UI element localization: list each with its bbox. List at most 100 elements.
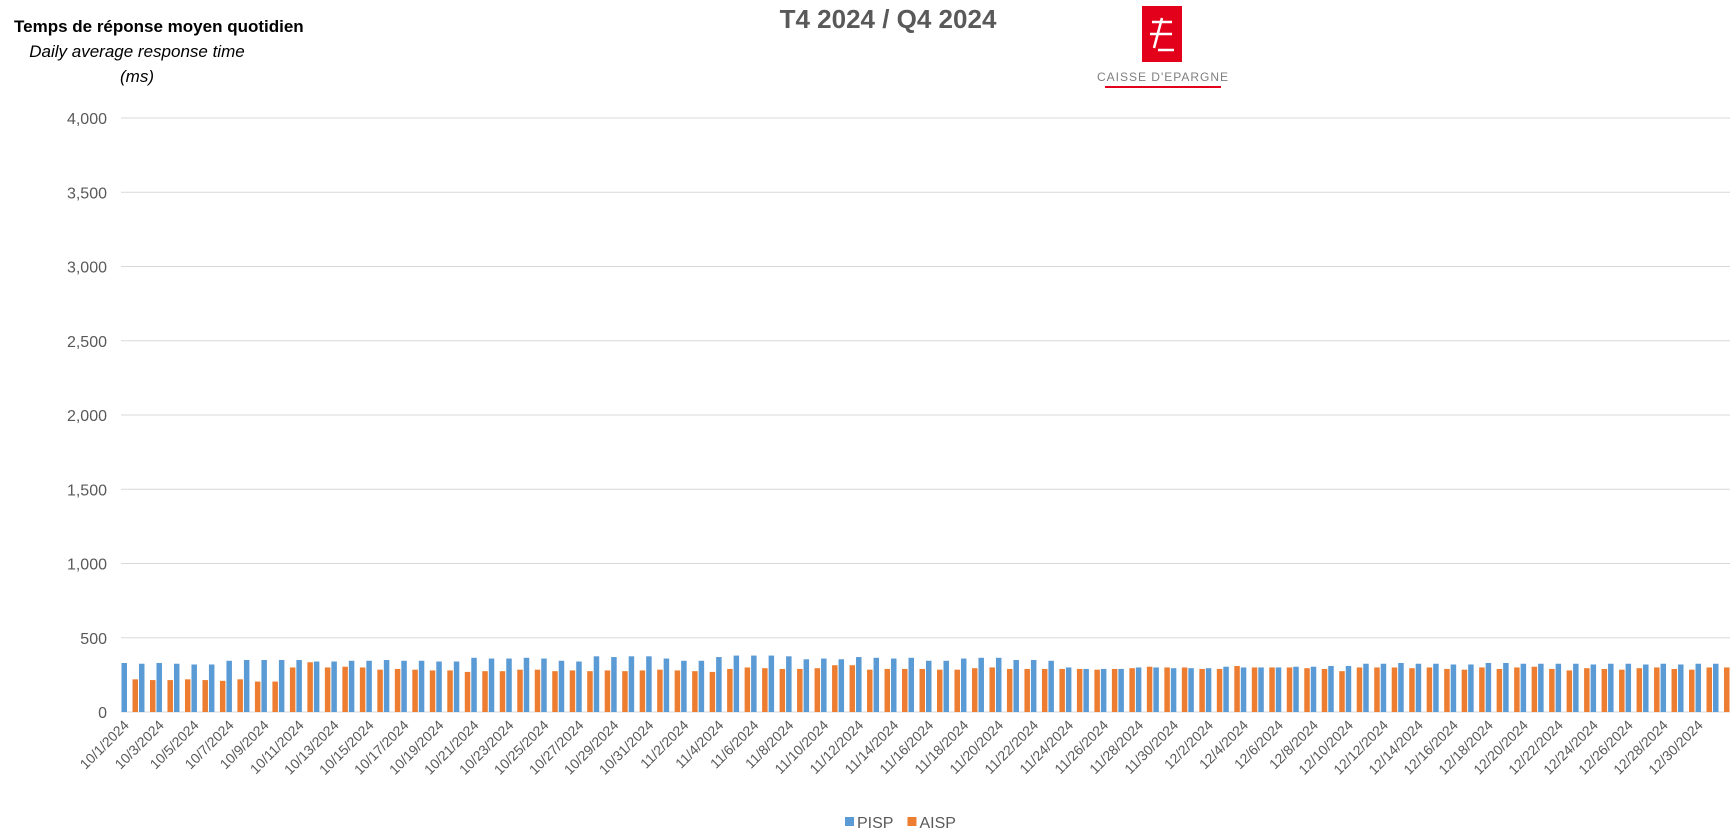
y-tick-label: 4,000 bbox=[67, 111, 107, 128]
bar bbox=[383, 660, 390, 712]
bar bbox=[954, 669, 960, 712]
bar bbox=[331, 661, 337, 712]
bar bbox=[681, 660, 687, 712]
bar bbox=[464, 671, 471, 712]
bar bbox=[803, 659, 810, 712]
bar bbox=[604, 670, 611, 712]
bar bbox=[208, 664, 215, 712]
bar bbox=[639, 670, 646, 712]
bar bbox=[1111, 668, 1118, 712]
bar bbox=[744, 667, 751, 712]
bar bbox=[156, 662, 162, 712]
bar bbox=[1444, 668, 1450, 712]
bar bbox=[173, 663, 180, 712]
bar bbox=[1660, 663, 1667, 712]
bar bbox=[674, 670, 681, 712]
y-tick-label: 3,000 bbox=[67, 260, 107, 277]
bar bbox=[646, 656, 652, 712]
bar bbox=[1216, 668, 1223, 712]
bar bbox=[1363, 663, 1369, 712]
bar bbox=[593, 656, 600, 712]
bar bbox=[296, 660, 302, 712]
bar bbox=[751, 655, 757, 712]
bar bbox=[1619, 669, 1625, 712]
bar bbox=[1415, 663, 1422, 712]
bar bbox=[488, 658, 495, 712]
bar bbox=[453, 661, 460, 712]
bar bbox=[243, 660, 250, 712]
bar bbox=[1345, 665, 1352, 712]
bar bbox=[1461, 669, 1468, 712]
bar bbox=[412, 669, 418, 712]
logo-text: CAISSE D'EPARGNE bbox=[1097, 70, 1229, 84]
bar bbox=[1094, 669, 1100, 712]
bar bbox=[1135, 667, 1142, 712]
bar bbox=[202, 680, 208, 712]
bar bbox=[1433, 663, 1439, 712]
y-title: (ms) bbox=[120, 67, 154, 86]
bar bbox=[307, 662, 313, 712]
bar bbox=[121, 662, 127, 712]
bar bbox=[1538, 663, 1544, 712]
bar bbox=[1713, 663, 1719, 712]
bar bbox=[272, 681, 278, 712]
bar bbox=[1223, 666, 1229, 712]
bar bbox=[786, 656, 792, 712]
bar bbox=[558, 660, 565, 712]
y-tick-label: 2,000 bbox=[67, 408, 107, 425]
bar bbox=[1199, 668, 1205, 712]
bar bbox=[1549, 668, 1555, 712]
bar bbox=[517, 669, 523, 712]
bar bbox=[1118, 668, 1124, 712]
bar bbox=[1678, 664, 1684, 712]
bar bbox=[418, 660, 425, 712]
bar bbox=[254, 681, 261, 712]
bar bbox=[1170, 668, 1177, 712]
bar bbox=[1689, 669, 1695, 712]
bar bbox=[1240, 667, 1247, 712]
bar bbox=[471, 657, 477, 712]
bar bbox=[1153, 667, 1159, 712]
bar bbox=[1321, 668, 1328, 712]
bar bbox=[1059, 668, 1065, 712]
bar bbox=[499, 671, 506, 712]
bar bbox=[1181, 667, 1188, 712]
bar bbox=[1041, 668, 1048, 712]
bar bbox=[1374, 667, 1380, 712]
bar bbox=[1654, 667, 1660, 712]
bar bbox=[1608, 663, 1614, 712]
bar bbox=[867, 669, 873, 712]
bar bbox=[576, 661, 582, 712]
bar bbox=[925, 660, 932, 712]
bar bbox=[191, 664, 197, 712]
bar bbox=[1258, 667, 1264, 712]
bar bbox=[167, 680, 173, 712]
bar bbox=[359, 667, 366, 712]
bar bbox=[1398, 662, 1404, 712]
bar bbox=[873, 657, 880, 712]
bar bbox=[663, 658, 670, 712]
legend-swatch bbox=[907, 817, 917, 826]
bar bbox=[657, 669, 663, 712]
y-tick-label: 0 bbox=[98, 705, 107, 722]
bar bbox=[1601, 668, 1608, 712]
bar bbox=[797, 668, 803, 712]
bar bbox=[943, 660, 949, 712]
bar bbox=[1275, 667, 1282, 712]
chart-title: T4 2024 / Q4 2024 bbox=[780, 4, 997, 34]
bar bbox=[394, 668, 401, 712]
bar bbox=[278, 660, 285, 712]
bar bbox=[1485, 662, 1492, 712]
bar bbox=[1129, 668, 1135, 712]
bar bbox=[716, 657, 722, 712]
bar bbox=[342, 666, 348, 712]
bar bbox=[1205, 668, 1212, 712]
bar bbox=[936, 669, 943, 712]
bar bbox=[762, 668, 768, 712]
bar bbox=[587, 671, 593, 712]
bar bbox=[436, 661, 442, 712]
bar bbox=[768, 655, 775, 712]
logo-icon bbox=[1150, 17, 1174, 52]
bar bbox=[1048, 660, 1054, 712]
bar bbox=[891, 658, 897, 712]
